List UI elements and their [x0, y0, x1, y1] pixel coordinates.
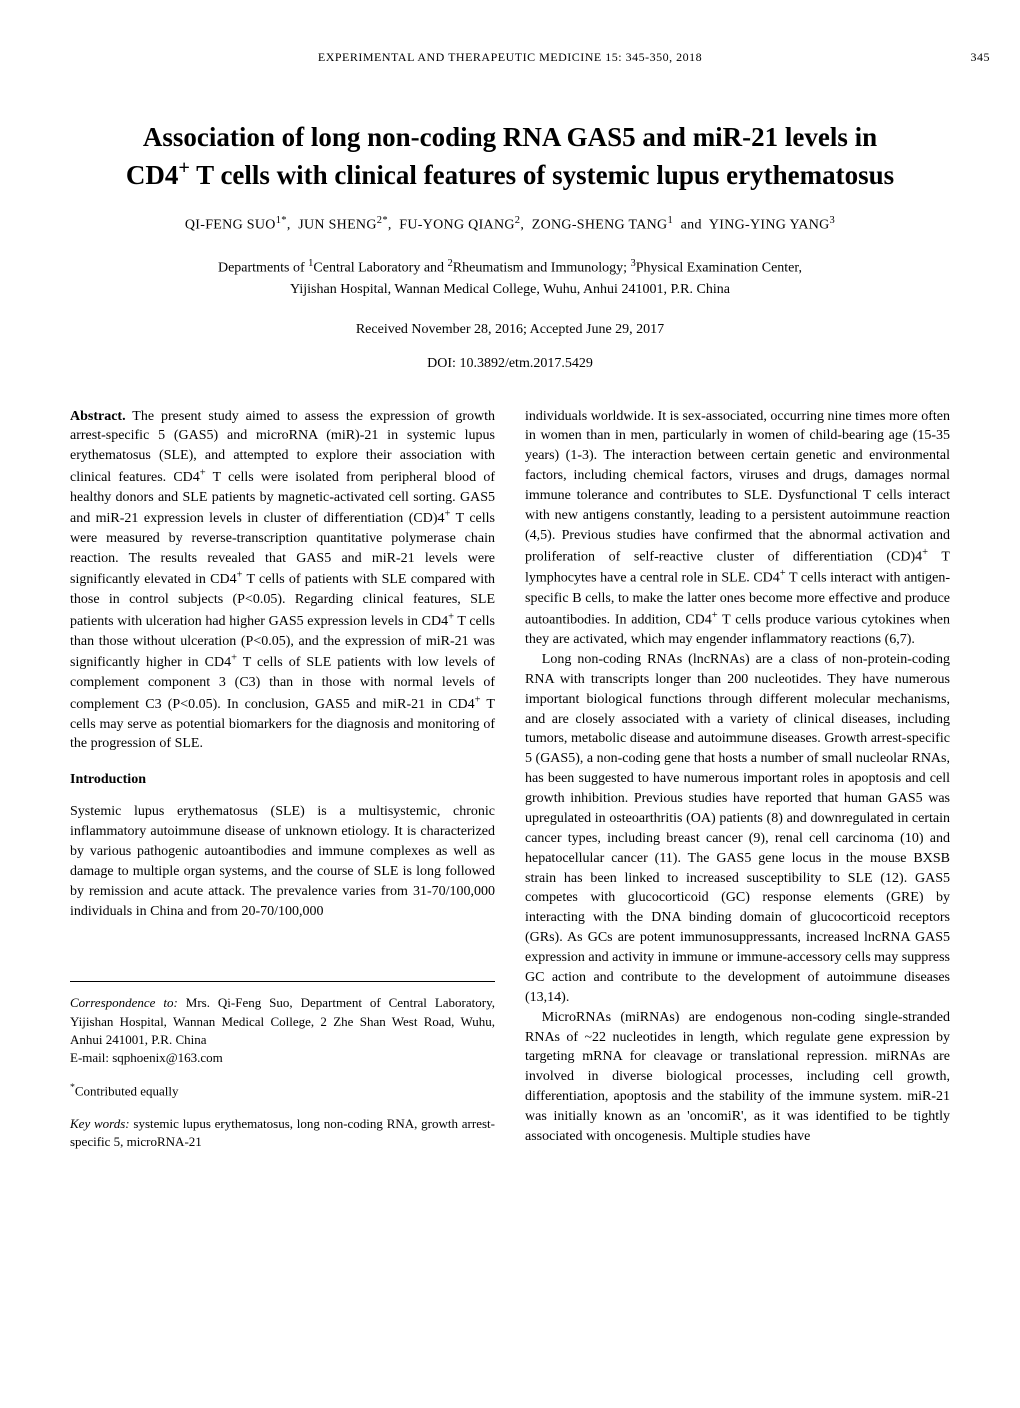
- keywords: Key words: systemic lupus erythematosus,…: [70, 1115, 495, 1151]
- abstract-paragraph: Abstract. The present study aimed to ass…: [70, 407, 495, 755]
- title-line-1: Association of long non-coding RNA GAS5 …: [143, 122, 877, 152]
- left-column: Abstract. The present study aimed to ass…: [70, 407, 495, 1152]
- journal-citation: EXPERIMENTAL AND THERAPEUTIC MEDICINE 15…: [318, 50, 702, 64]
- received-accepted-dates: Received November 28, 2016; Accepted Jun…: [70, 322, 950, 338]
- correspondence-label: Correspondence to:: [70, 995, 178, 1010]
- correspondence-text: Correspondence to: Mrs. Qi-Feng Suo, Dep…: [70, 994, 495, 1049]
- keywords-label: Key words:: [70, 1116, 130, 1131]
- abstract-text: The present study aimed to assess the ex…: [70, 409, 495, 752]
- article-page: EXPERIMENTAL AND THERAPEUTIC MEDICINE 15…: [0, 0, 1020, 1201]
- article-title: Association of long non-coding RNA GAS5 …: [70, 120, 950, 193]
- page-number: 345: [971, 50, 991, 65]
- authors-line: QI-FENG SUO1*, JUN SHENG2*, FU-YONG QIAN…: [70, 215, 950, 234]
- correspondence-email: E-mail: sqphoenix@163.com: [70, 1049, 495, 1067]
- affiliation-line-2: Yijishan Hospital, Wannan Medical Colleg…: [290, 282, 730, 297]
- affiliations: Departments of 1Central Laboratory and 2…: [70, 256, 950, 300]
- introduction-heading: Introduction: [70, 770, 495, 790]
- contributed-equally: *Contributed equally: [70, 1081, 495, 1101]
- two-column-body: Abstract. The present study aimed to ass…: [70, 407, 950, 1152]
- right-column: individuals worldwide. It is sex-associa…: [525, 407, 950, 1152]
- correspondence-block: Correspondence to: Mrs. Qi-Feng Suo, Dep…: [70, 981, 495, 1151]
- introduction-paragraph-1: Systemic lupus erythematosus (SLE) is a …: [70, 802, 495, 921]
- abstract-label: Abstract.: [70, 409, 126, 424]
- running-header: EXPERIMENTAL AND THERAPEUTIC MEDICINE 15…: [70, 50, 950, 65]
- right-paragraph-1: individuals worldwide. It is sex-associa…: [525, 407, 950, 650]
- right-paragraph-2: Long non-coding RNAs (lncRNAs) are a cla…: [525, 650, 950, 1008]
- email-value: sqphoenix@163.com: [112, 1050, 223, 1065]
- right-paragraph-3: MicroRNAs (miRNAs) are endogenous non-co…: [525, 1008, 950, 1147]
- keywords-text: systemic lupus erythematosus, long non-c…: [70, 1116, 495, 1149]
- title-line-2: CD4+ T cells with clinical features of s…: [126, 160, 894, 190]
- email-label: E-mail:: [70, 1050, 112, 1065]
- doi: DOI: 10.3892/etm.2017.5429: [70, 356, 950, 372]
